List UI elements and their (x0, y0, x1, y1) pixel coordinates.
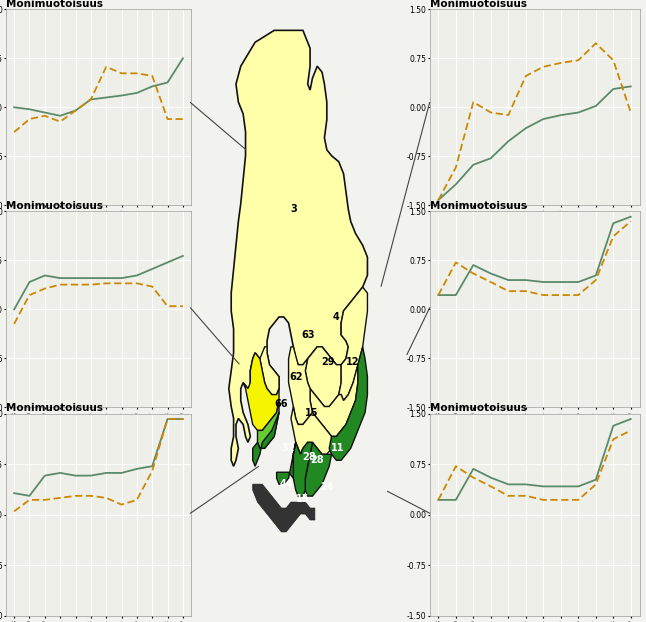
Text: 62: 62 (289, 372, 302, 382)
Text: 15: 15 (304, 407, 318, 417)
Polygon shape (339, 287, 368, 401)
Text: 3: 3 (290, 205, 297, 215)
Polygon shape (306, 347, 341, 407)
Text: Monimuotoisuus: Monimuotoisuus (6, 201, 103, 211)
Text: 11: 11 (331, 443, 344, 453)
Polygon shape (229, 30, 368, 466)
Text: 4: 4 (333, 312, 340, 322)
Polygon shape (276, 442, 296, 484)
Polygon shape (243, 353, 279, 430)
Polygon shape (289, 347, 313, 424)
Text: 29: 29 (321, 357, 335, 367)
Text: Monimuotoisuus: Monimuotoisuus (430, 201, 526, 211)
Polygon shape (253, 412, 279, 466)
Text: 12: 12 (346, 357, 360, 367)
Text: Monimuotoisuus: Monimuotoisuus (430, 0, 526, 9)
Text: 24: 24 (320, 482, 333, 492)
Text: 15: 15 (296, 494, 309, 504)
Polygon shape (258, 401, 279, 448)
Polygon shape (329, 347, 368, 460)
Text: Monimuotoisuus: Monimuotoisuus (430, 403, 526, 413)
Text: 63: 63 (301, 330, 315, 340)
Polygon shape (310, 364, 358, 437)
Text: Monimuotoisuus: Monimuotoisuus (6, 0, 103, 9)
Text: 28: 28 (302, 452, 316, 462)
Polygon shape (260, 347, 279, 394)
Text: 28: 28 (311, 455, 324, 465)
Text: Monimuotoisuus: Monimuotoisuus (6, 403, 103, 413)
Polygon shape (293, 442, 313, 496)
Text: 44: 44 (280, 479, 293, 489)
Polygon shape (291, 407, 331, 454)
Text: 66: 66 (275, 399, 288, 409)
Text: 32: 32 (282, 443, 295, 453)
Polygon shape (253, 484, 315, 532)
Polygon shape (306, 442, 331, 496)
